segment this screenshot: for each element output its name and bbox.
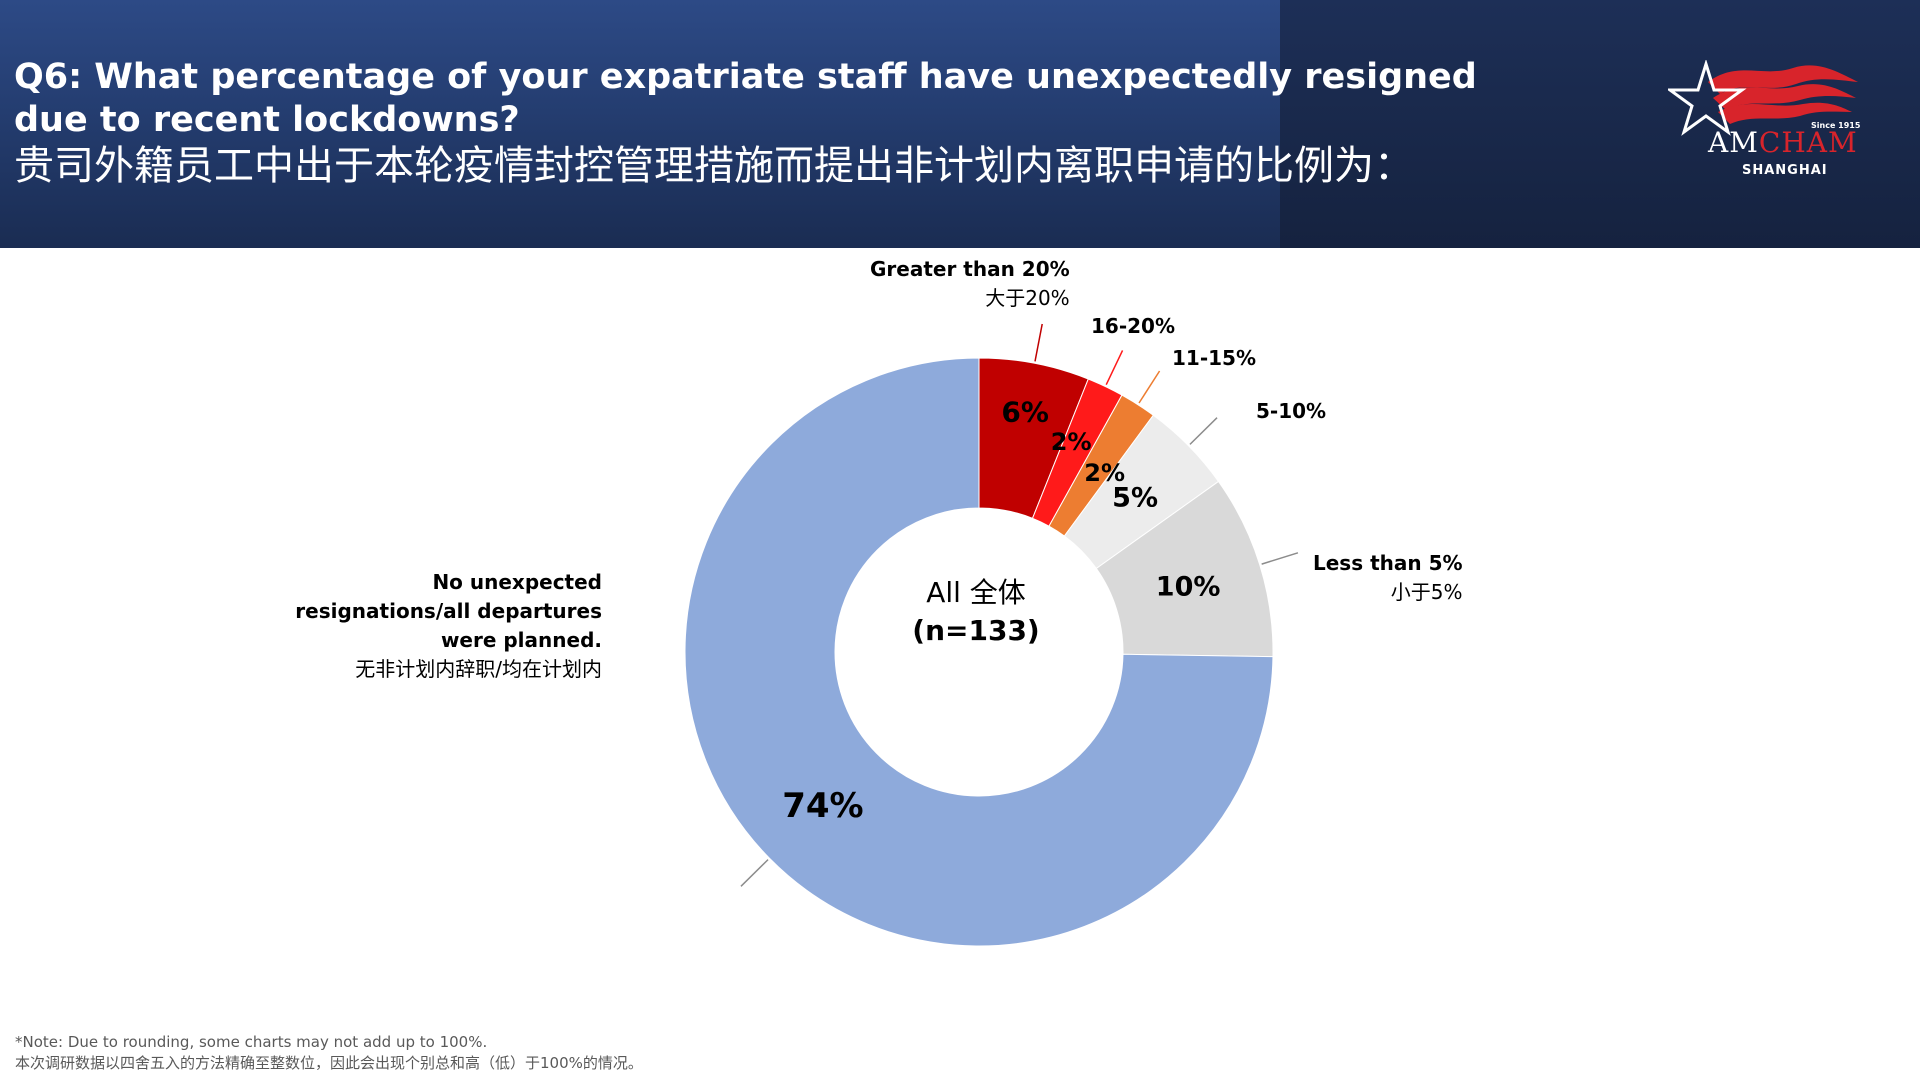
leader-line-0 — [1034, 323, 1043, 362]
category-label-5-10: 5-10% — [1256, 399, 1327, 423]
slice-value-1: 2% — [1050, 428, 1092, 457]
slice-value-4: 10% — [1155, 571, 1221, 603]
category-label-less-than-5: Less than 5% 小于5% — [1313, 551, 1463, 604]
header-dark-panel — [1280, 0, 1920, 248]
category-label-11-15: 11-15% — [1172, 346, 1257, 370]
slice-value-0: 6% — [1001, 395, 1049, 429]
donut-slice-5 — [684, 357, 1274, 947]
header-banner — [0, 0, 1920, 248]
footnote-zh: 本次调研数据以四舍五入的方法精确至整数位，因此会出现个别总和高（低）于100%的… — [15, 1054, 643, 1072]
logo-since: Since 1915 — [1811, 121, 1861, 130]
center-group-label: All 全体 — [926, 576, 1026, 609]
amcham-logo — [1668, 60, 1858, 136]
donut-center-label: All 全体 (n=133) — [912, 574, 1039, 650]
question-title-en: Q6: What percentage of your expatriate s… — [14, 57, 1477, 140]
logo-star — [1668, 60, 1747, 136]
center-sample-size: (n=133) — [912, 614, 1040, 647]
slice-value-3: 5% — [1112, 482, 1158, 514]
logo-flag-stripes — [1708, 65, 1858, 94]
leader-line-4 — [1261, 552, 1299, 565]
footnote: *Note: Due to rounding, some charts may … — [15, 1032, 643, 1074]
leader-line-2 — [1138, 370, 1161, 404]
footnote-en: *Note: Due to rounding, some charts may … — [15, 1033, 488, 1051]
leader-line-3 — [1189, 417, 1218, 445]
slice-value-2: 2% — [1084, 458, 1126, 487]
logo-wordmark: AMCHAM — [1708, 126, 1858, 159]
category-label-greater-than-20: Greater than 20% 大于20% — [870, 257, 1070, 310]
slice-value-5: 74% — [782, 785, 864, 826]
question-title-zh: 贵司外籍员工中出于本轮疫情封控管理措施而提出非计划内离职申请的比例为： — [14, 143, 1414, 189]
leader-line-1 — [1105, 350, 1124, 386]
category-label-no-unexpected: No unexpected resignations/all departure… — [295, 570, 602, 681]
logo-city: SHANGHAI — [1742, 163, 1828, 178]
leader-line-5 — [740, 859, 769, 887]
category-label-16-20: 16-20% — [1091, 314, 1176, 338]
